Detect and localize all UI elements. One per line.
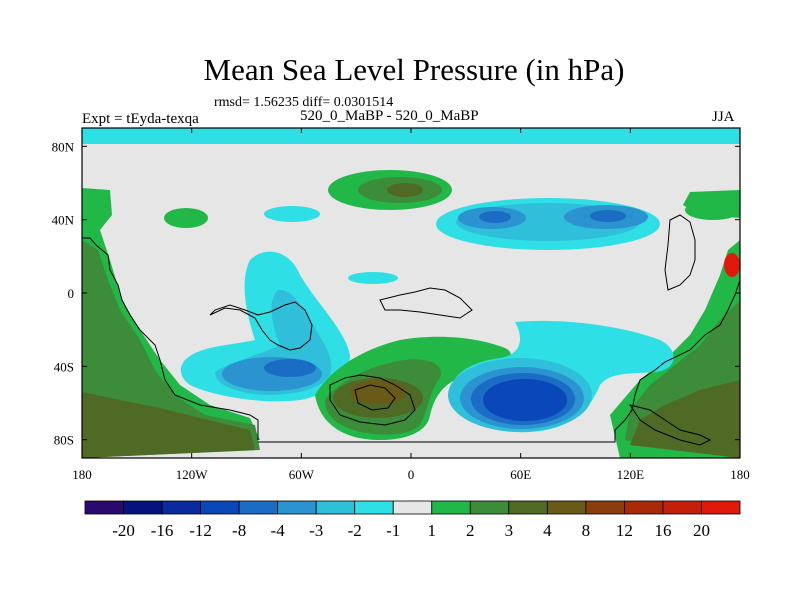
coast-central-island	[209, 301, 313, 351]
colorbar-box-13	[585, 500, 625, 515]
polar-low-band	[82, 128, 740, 144]
south-high-core	[350, 380, 406, 404]
coast-strip	[379, 287, 473, 319]
x-tick-label: 180	[72, 467, 92, 482]
colorbar-box-6	[315, 500, 356, 515]
rmsd-diff-label: rmsd= 1.56235 diff= 0.0301514	[214, 95, 394, 110]
colorbar-label: 3	[505, 521, 514, 540]
colorbar-box-11	[508, 500, 548, 515]
colorbar-box-10	[469, 500, 510, 515]
colorbar-box-12	[546, 500, 587, 515]
colorbar-box-8	[392, 500, 433, 515]
colorbar-label: -3	[309, 521, 323, 540]
chart-title: Mean Sea Level Pressure (in hPa)	[203, 52, 625, 87]
map-field	[82, 128, 740, 458]
colorbar-label: -12	[189, 521, 212, 540]
coast-antarctica	[258, 279, 740, 443]
colorbar-box-14	[624, 500, 664, 515]
green-blob-north-east	[685, 200, 740, 220]
x-tick-label: 180	[730, 467, 750, 482]
colorbar-box-9	[431, 500, 471, 515]
x-tick-label: 60W	[289, 467, 315, 482]
east-olive-region	[630, 380, 740, 458]
season-label: JJA	[712, 109, 735, 125]
y-tick-label: 40N	[52, 213, 75, 228]
colorbar-label: 12	[616, 521, 633, 540]
colorbar: -20 -16 -12 -8 -4 -3 -2 -1 1 2 3 4 8 12 16 20	[84, 500, 741, 540]
x-tick-label: 120W	[176, 467, 209, 482]
y-tick-label: 40S	[54, 359, 74, 374]
center-label: 520_0_MaBP - 520_0_MaBP	[300, 108, 479, 124]
colorbar-label: 4	[543, 521, 552, 540]
colorbar-box-1	[123, 500, 163, 515]
colorbar-label: -4	[271, 521, 286, 540]
west-olive-region	[82, 392, 255, 458]
colorbar-label: -2	[348, 521, 362, 540]
coast-southern-block	[329, 374, 416, 426]
y-tick-label: 80S	[54, 433, 74, 448]
colorbar-box-2	[161, 500, 201, 515]
colorbar-label: 8	[582, 521, 591, 540]
colorbar-box-16	[701, 500, 741, 515]
coastlines	[82, 214, 740, 446]
green-blob-north-pacific	[164, 208, 208, 228]
colorbar-box-0	[84, 500, 124, 515]
y-tick-label: 0	[68, 286, 75, 301]
colorbar-label: 20	[693, 521, 710, 540]
y-tick-label: 80N	[52, 139, 75, 154]
cyan-blob-mid	[348, 272, 398, 284]
cyan-blob-north	[264, 206, 320, 222]
colorbar-label: -1	[386, 521, 400, 540]
colorbar-box-4	[238, 500, 279, 515]
colorbar-label: 16	[654, 521, 671, 540]
southern-low-core	[483, 379, 567, 421]
east-red-spot	[724, 253, 740, 277]
x-tick-label: 60E	[510, 467, 531, 482]
pacific-low-core	[264, 359, 316, 377]
experiment-label: Expt = tEyda-texqa	[82, 111, 199, 127]
coast-west-land	[82, 237, 259, 440]
colorbar-label: 1	[428, 521, 437, 540]
colorbar-box-15	[662, 500, 702, 515]
asia-low-west-core	[479, 211, 511, 223]
colorbar-box-7	[354, 500, 394, 515]
coast-southern-inner	[354, 384, 396, 411]
north-high-core	[387, 183, 423, 197]
colorbar-label: -20	[112, 521, 135, 540]
axis-ticks: 180 120W 60W 0 60E 120E 180 80N 40N 0 40S 80S	[52, 128, 750, 482]
colorbar-label: -16	[151, 521, 174, 540]
asia-low-east-core	[590, 210, 626, 222]
coast-east-lower	[628, 404, 712, 446]
x-tick-label: 0	[408, 467, 415, 482]
colorbar-label: 2	[466, 521, 475, 540]
colorbar-box-3	[200, 500, 240, 515]
x-tick-label: 120E	[617, 467, 645, 482]
coast-east-upper	[664, 214, 696, 291]
colorbar-box-5	[277, 500, 317, 515]
colorbar-label: -8	[232, 521, 246, 540]
